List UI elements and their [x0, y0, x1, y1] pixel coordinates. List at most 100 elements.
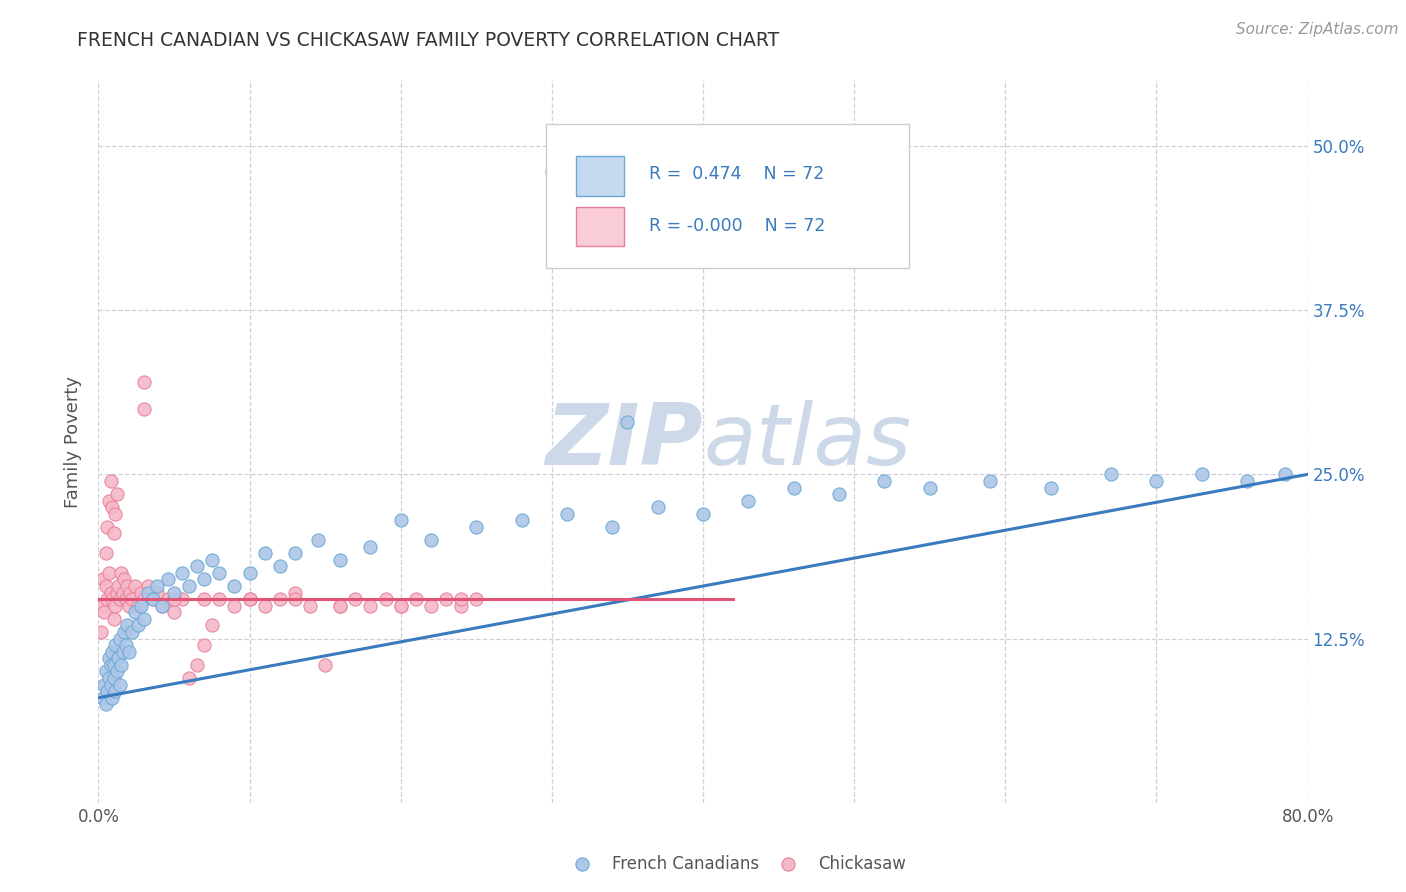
Point: [329, 553, 352, 567]
Point: [253, 546, 276, 560]
Bar: [576, 156, 624, 196]
Point: [253, 599, 276, 613]
Point: [101, 500, 124, 515]
Point: [692, 507, 714, 521]
Point: [115, 579, 138, 593]
Point: [96, 592, 118, 607]
Point: [96, 520, 118, 534]
Point: [239, 592, 262, 607]
Point: [108, 592, 131, 607]
Point: [104, 638, 127, 652]
Point: [344, 592, 367, 607]
FancyBboxPatch shape: [546, 124, 908, 268]
Point: [136, 585, 159, 599]
Point: [132, 401, 155, 416]
Y-axis label: Family Poverty: Family Poverty: [65, 376, 83, 508]
Point: [150, 599, 173, 613]
Point: [193, 573, 215, 587]
Point: [201, 618, 224, 632]
Point: [120, 585, 142, 599]
Point: [129, 585, 152, 599]
Point: [284, 592, 307, 607]
Point: [94, 698, 117, 712]
Point: [374, 592, 396, 607]
Text: FRENCH CANADIAN VS CHICKASAW FAMILY POVERTY CORRELATION CHART: FRENCH CANADIAN VS CHICKASAW FAMILY POVE…: [77, 31, 779, 50]
Point: [132, 592, 155, 607]
Point: [150, 599, 173, 613]
Point: [111, 645, 134, 659]
Point: [1236, 474, 1258, 488]
Text: French Canadians: French Canadians: [613, 855, 759, 873]
Point: [201, 553, 224, 567]
Point: [105, 665, 128, 679]
Point: [647, 500, 669, 515]
Point: [186, 559, 208, 574]
Point: [90, 625, 112, 640]
Point: [239, 566, 262, 580]
Point: [737, 493, 759, 508]
Point: [146, 585, 169, 599]
Point: [208, 592, 231, 607]
Point: [616, 415, 638, 429]
Point: [124, 579, 146, 593]
Point: [269, 559, 291, 574]
Point: [360, 599, 382, 613]
Point: [208, 566, 231, 580]
Point: [389, 513, 412, 527]
Bar: [576, 207, 624, 246]
Point: [112, 625, 135, 640]
Point: [93, 677, 115, 691]
Point: [93, 605, 115, 619]
Point: [179, 671, 201, 685]
Point: [132, 376, 155, 390]
Point: [98, 493, 121, 508]
Point: [112, 573, 135, 587]
Point: [450, 592, 472, 607]
Point: [1191, 467, 1213, 482]
Point: [94, 665, 117, 679]
Point: [96, 684, 118, 698]
Point: [108, 677, 131, 691]
Text: ZIP: ZIP: [546, 400, 703, 483]
Point: [163, 592, 186, 607]
Point: [103, 526, 125, 541]
Point: [420, 533, 443, 547]
Point: [329, 599, 352, 613]
Point: [269, 592, 291, 607]
Point: [389, 599, 412, 613]
Point: [239, 592, 262, 607]
Point: [142, 592, 165, 607]
Point: [1144, 474, 1167, 488]
Point: [420, 599, 443, 613]
Point: [360, 540, 382, 554]
Point: [783, 481, 806, 495]
Point: [465, 592, 488, 607]
Point: [94, 579, 117, 593]
Point: [105, 585, 128, 599]
Point: [132, 612, 155, 626]
Point: [224, 579, 246, 593]
Point: [450, 599, 472, 613]
Point: [1274, 467, 1296, 482]
Point: [121, 625, 143, 640]
Point: [299, 599, 322, 613]
Point: [434, 592, 457, 607]
Point: [91, 690, 114, 705]
Point: [100, 657, 122, 672]
Point: [193, 592, 215, 607]
Point: [284, 546, 307, 560]
Point: [127, 618, 149, 632]
Point: [186, 657, 208, 672]
Point: [179, 579, 201, 593]
Point: [107, 579, 129, 593]
Text: R = -0.000    N = 72: R = -0.000 N = 72: [648, 218, 825, 235]
Point: [105, 487, 128, 501]
Point: [101, 690, 124, 705]
Point: [405, 592, 427, 607]
Point: [146, 579, 169, 593]
Point: [107, 651, 129, 665]
Point: [103, 671, 125, 685]
Point: [100, 585, 122, 599]
Point: [1039, 481, 1062, 495]
Point: [170, 566, 193, 580]
